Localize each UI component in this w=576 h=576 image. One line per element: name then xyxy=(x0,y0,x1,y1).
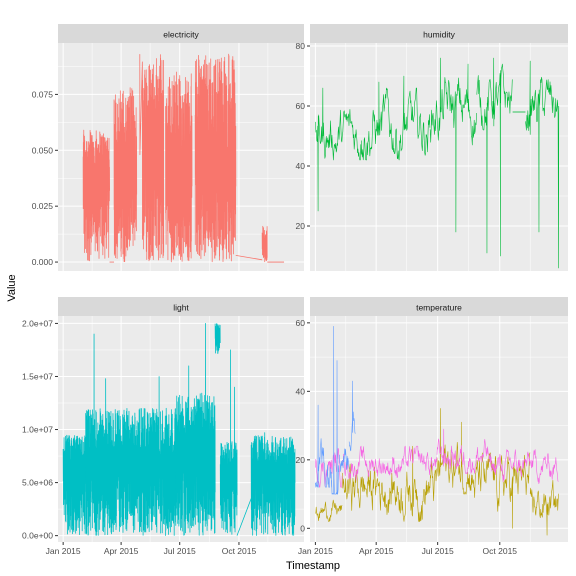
series-line-segment xyxy=(194,53,237,263)
series-line-segment xyxy=(525,60,560,269)
series-connector xyxy=(235,254,263,261)
y-tick-label: 0.075 xyxy=(32,89,54,99)
series-line-segment xyxy=(175,323,216,536)
series-line-segment xyxy=(82,129,110,262)
y-tick-label: 1.5e+07 xyxy=(22,371,53,381)
x-axis-title: Timestamp xyxy=(286,560,340,572)
x-tick-label: Jan 2015 xyxy=(298,546,333,556)
y-tick-label: 0.025 xyxy=(32,201,54,211)
series-line-segment xyxy=(476,57,513,257)
y-axis-title: Value xyxy=(6,274,18,301)
y-tick-label: 2.0e+07 xyxy=(22,318,53,328)
facet-strip-label: humidity xyxy=(423,30,455,40)
panel-background xyxy=(310,43,568,271)
facet-electricity: electricity 0.000 0.025 0.050 0.075 xyxy=(32,24,304,271)
y-tick-label: 40 xyxy=(296,161,306,171)
series-line-segment xyxy=(429,57,477,233)
series-line-segment xyxy=(315,87,362,212)
series-line-segment xyxy=(315,404,332,488)
series-line-segment xyxy=(113,87,138,263)
series-group xyxy=(62,323,296,536)
series-line-segment xyxy=(261,225,268,263)
y-tick-label: 0 xyxy=(300,523,305,533)
y-tick-label: 0.050 xyxy=(32,145,54,155)
series-line-segment xyxy=(348,380,356,452)
y-tick-label: 20 xyxy=(296,455,306,465)
series-connector xyxy=(236,498,252,536)
series-group xyxy=(82,53,285,263)
facet-strip-label: light xyxy=(173,303,189,313)
series-line-segment xyxy=(219,349,238,535)
series-group xyxy=(315,325,559,536)
facet-strip xyxy=(310,297,568,316)
y-tick-label: 5.0e+06 xyxy=(22,478,53,488)
y-tick-label: 40 xyxy=(296,386,306,396)
series-line-segment xyxy=(331,325,340,495)
facet-strip-label: electricity xyxy=(163,30,199,40)
series-line-segment xyxy=(250,432,296,536)
x-tick-label: Jan 2015 xyxy=(46,546,81,556)
series-line-segment xyxy=(342,445,438,481)
series-line-segment xyxy=(436,408,472,495)
y-tick-label: 20 xyxy=(296,221,306,231)
series-line-segment xyxy=(139,54,165,262)
y-tick-label: 60 xyxy=(296,318,306,328)
series-line-segment xyxy=(315,499,343,522)
series-line-segment xyxy=(342,445,438,522)
series-line-segment xyxy=(165,71,193,263)
y-tick-label: 0.0e+00 xyxy=(22,531,53,541)
series-line-segment xyxy=(62,434,87,536)
facet-light: light 0.0e+00 5.0e+06 1.0e+07 1.5e+07 2.0e+07… xyxy=(22,297,304,556)
y-tick-label: 80 xyxy=(296,41,306,51)
series-line-segment xyxy=(436,428,490,474)
facet-strip xyxy=(58,297,304,316)
x-tick-label: Apr 2015 xyxy=(359,546,394,556)
y-tick-label: 60 xyxy=(296,101,306,111)
series-line-segment xyxy=(488,449,559,485)
series-line-segment xyxy=(338,448,350,472)
series-line-segment xyxy=(361,75,431,161)
series-line-segment xyxy=(315,447,343,488)
facet-strip xyxy=(58,24,304,43)
x-tick-label: Oct 2015 xyxy=(483,546,518,556)
x-tick-label: Jul 2015 xyxy=(422,546,454,556)
facet-strip xyxy=(310,24,568,43)
panel-background xyxy=(310,316,568,542)
x-tick-label: Jul 2015 xyxy=(164,546,196,556)
facet-temperature: temperature 0 20 40 60 Jan 2015 Apr 2015 Jul 20… xyxy=(296,297,568,556)
facet-strip-label: temperature xyxy=(416,303,462,313)
series-group xyxy=(315,57,560,269)
series-line-segment xyxy=(129,376,177,536)
x-tick-label: Apr 2015 xyxy=(104,546,139,556)
series-line-segment xyxy=(214,323,221,354)
x-tick-label: Oct 2015 xyxy=(222,546,257,556)
y-tick-label: 0.000 xyxy=(32,257,54,267)
series-line-segment xyxy=(529,480,559,536)
series-line-segment xyxy=(85,333,131,536)
y-tick-label: 1.0e+07 xyxy=(22,425,53,435)
facet-humidity: humidity 20 40 60 80 xyxy=(296,24,568,271)
